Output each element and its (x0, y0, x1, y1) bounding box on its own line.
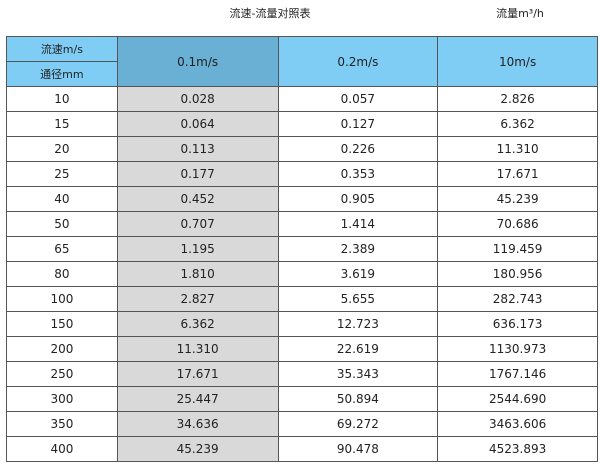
flow-cell: 0.707 (116, 211, 279, 237)
table-row: 10 0.028 0.057 2.826 (6, 86, 598, 112)
table-row: 100 2.827 5.655 282.743 (6, 286, 598, 312)
table-row: 150 6.362 12.723 636.173 (6, 311, 598, 337)
diameter-cell: 80 (6, 261, 118, 287)
flow-cell: 17.671 (437, 161, 598, 187)
diameter-cell: 250 (6, 361, 118, 387)
flow-cell: 22.619 (277, 336, 439, 362)
diameter-cell: 200 (6, 336, 118, 362)
flow-cell: 50.894 (277, 386, 439, 412)
diameter-cell: 150 (6, 311, 118, 337)
diameter-cell: 50 (6, 211, 118, 237)
flow-cell: 2.389 (277, 236, 439, 262)
table-row: 250 17.671 35.343 1767.146 (6, 361, 598, 387)
diameter-header: 通径mm (6, 61, 118, 87)
table-row: 350 34.636 69.272 3463.606 (6, 411, 598, 437)
flow-cell: 11.310 (116, 336, 279, 362)
table-row: 40 0.452 0.905 45.239 (6, 186, 598, 212)
flow-cell: 0.057 (277, 86, 439, 112)
table-row: 400 45.239 90.478 4523.893 (6, 436, 598, 462)
table-title: 流速-流量对照表 (229, 7, 311, 20)
flow-cell: 0.064 (116, 111, 279, 137)
flow-cell: 636.173 (437, 311, 598, 337)
flow-cell: 1767.146 (437, 361, 598, 387)
column-header: 10m/s (437, 36, 598, 87)
flow-cell: 3463.606 (437, 411, 598, 437)
diameter-cell: 20 (6, 136, 118, 162)
flow-cell: 6.362 (437, 111, 598, 137)
diameter-cell: 400 (6, 436, 118, 462)
flow-cell: 0.452 (116, 186, 279, 212)
flow-cell: 0.127 (277, 111, 439, 137)
flow-cell: 0.028 (116, 86, 279, 112)
flow-cell: 0.226 (277, 136, 439, 162)
table-row: 25 0.177 0.353 17.671 (6, 161, 598, 187)
flow-cell: 119.459 (437, 236, 598, 262)
flow-cell: 5.655 (277, 286, 439, 312)
table-row: 65 1.195 2.389 119.459 (6, 236, 598, 262)
flow-cell: 3.619 (277, 261, 439, 287)
table-row: 50 0.707 1.414 70.686 (6, 211, 598, 237)
flow-cell: 1.414 (277, 211, 439, 237)
flow-cell: 1130.973 (437, 336, 598, 362)
flow-cell: 4523.893 (437, 436, 598, 462)
flow-cell: 90.478 (277, 436, 439, 462)
flow-cell: 0.353 (277, 161, 439, 187)
table-row: 80 1.810 3.619 180.956 (6, 261, 598, 287)
column-header: 0.1m/s (116, 36, 279, 87)
diameter-cell: 300 (6, 386, 118, 412)
diameter-cell: 350 (6, 411, 118, 437)
flow-cell: 2544.690 (437, 386, 598, 412)
unit-label: 流量m³/h (496, 7, 544, 20)
flow-cell: 282.743 (437, 286, 598, 312)
diameter-cell: 100 (6, 286, 118, 312)
flow-cell: 12.723 (277, 311, 439, 337)
flow-cell: 0.177 (116, 161, 279, 187)
diameter-cell: 25 (6, 161, 118, 187)
flow-cell: 70.686 (437, 211, 598, 237)
flow-cell: 45.239 (437, 186, 598, 212)
flow-cell: 25.447 (116, 386, 279, 412)
table-row: 200 11.310 22.619 1130.973 (6, 336, 598, 362)
flow-cell: 45.239 (116, 436, 279, 462)
flow-cell: 180.956 (437, 261, 598, 287)
diameter-cell: 15 (6, 111, 118, 137)
flow-cell: 2.827 (116, 286, 279, 312)
flow-table: 流速m/s 0.1m/s 0.2m/s 10m/s 通径mm 10 0.028 0.… (6, 36, 598, 462)
column-header: 0.2m/s (277, 36, 439, 87)
table-row: 20 0.113 0.226 11.310 (6, 136, 598, 162)
flow-cell: 11.310 (437, 136, 598, 162)
flow-cell: 69.272 (277, 411, 439, 437)
flow-cell: 1.195 (116, 236, 279, 262)
flow-cell: 34.636 (116, 411, 279, 437)
flow-cell: 6.362 (116, 311, 279, 337)
velocity-header: 流速m/s (6, 36, 118, 62)
diameter-cell: 40 (6, 186, 118, 212)
table-row: 15 0.064 0.127 6.362 (6, 111, 598, 137)
table-row: 300 25.447 50.894 2544.690 (6, 386, 598, 412)
diameter-cell: 65 (6, 236, 118, 262)
flow-cell: 17.671 (116, 361, 279, 387)
diameter-cell: 10 (6, 86, 118, 112)
flow-cell: 0.905 (277, 186, 439, 212)
flow-cell: 0.113 (116, 136, 279, 162)
flow-cell: 1.810 (116, 261, 279, 287)
flow-cell: 35.343 (277, 361, 439, 387)
flow-cell: 2.826 (437, 86, 598, 112)
